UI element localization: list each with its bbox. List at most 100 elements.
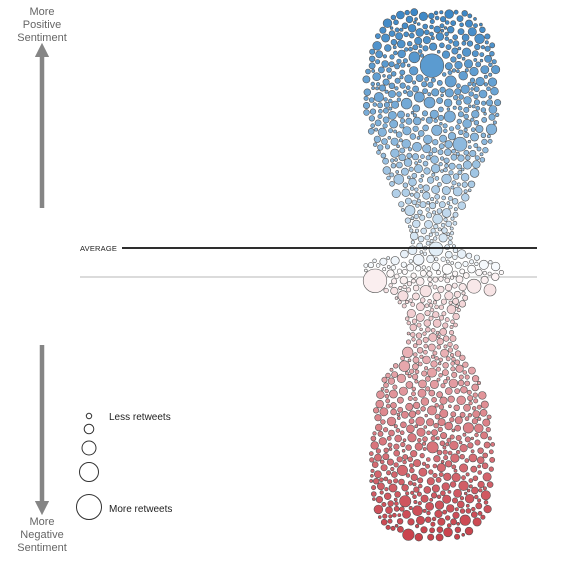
tweet-bubble <box>423 125 429 131</box>
tweet-bubble <box>385 145 390 150</box>
tweet-bubble <box>409 167 413 171</box>
tweet-bubble <box>424 344 428 348</box>
tweet-bubble <box>491 442 495 446</box>
tweet-bubble <box>414 165 422 173</box>
tweet-bubble <box>449 301 452 304</box>
tweet-bubble <box>440 87 446 93</box>
tweet-bubble <box>458 47 461 50</box>
tweet-bubble <box>394 498 397 501</box>
tweet-bubble <box>383 453 389 459</box>
tweet-bubble <box>423 185 430 192</box>
tweet-bubble <box>443 446 446 449</box>
tweet-bubble <box>449 39 453 43</box>
tweet-bubble <box>450 335 456 341</box>
tweet-bubble <box>468 28 476 36</box>
tweet-bubble <box>429 202 435 208</box>
tweet-bubble <box>378 431 383 436</box>
tweet-bubble <box>433 312 439 318</box>
tweet-bubble <box>421 527 428 534</box>
tweet-bubble <box>467 489 470 492</box>
tweet-bubble <box>415 162 418 165</box>
tweet-bubble <box>415 370 419 374</box>
tweet-bubble <box>442 209 451 218</box>
tweet-bubble <box>419 45 422 48</box>
tweet-bubble <box>424 168 431 175</box>
tweet-bubble <box>466 253 471 258</box>
tweet-bubble <box>413 483 416 486</box>
tweet-bubble <box>454 10 458 14</box>
tweet-bubble <box>466 473 469 476</box>
tweet-bubble <box>427 267 431 271</box>
tweet-bubble <box>445 388 452 395</box>
tweet-bubble <box>419 12 428 21</box>
tweet-bubble <box>471 487 478 494</box>
tweet-bubble <box>456 305 459 308</box>
tweet-bubble <box>476 62 481 67</box>
tweet-bubble <box>471 128 475 132</box>
tweet-bubble <box>431 355 434 358</box>
tweet-bubble <box>409 411 416 418</box>
tweet-bubble <box>430 498 433 501</box>
tweet-bubble <box>423 509 426 512</box>
tweet-bubble <box>402 449 405 452</box>
tweet-bubble <box>406 16 413 23</box>
tweet-bubble <box>481 401 488 408</box>
tweet-bubble <box>475 433 479 437</box>
tweet-bubble <box>402 139 411 148</box>
tweet-bubble <box>369 98 374 103</box>
tweet-bubble <box>466 504 469 507</box>
tweet-bubble <box>395 78 400 83</box>
tweet-bubble <box>460 269 465 274</box>
tweet-bubble <box>479 260 488 269</box>
tweet-bubble <box>419 468 427 476</box>
tweet-bubble <box>458 106 462 110</box>
tweet-bubble <box>423 24 428 29</box>
tweet-bubble <box>489 260 493 264</box>
tweet-bubble <box>460 515 471 526</box>
tweet-bubble <box>408 433 417 442</box>
tweet-bubble <box>395 297 398 300</box>
tweet-bubble <box>412 364 418 370</box>
tweet-bubble <box>418 130 424 136</box>
tweet-bubble <box>451 412 456 417</box>
tweet-bubble <box>381 519 387 525</box>
tweet-bubble <box>415 188 419 192</box>
tweet-bubble <box>442 186 450 194</box>
tweet-bubble <box>471 512 477 518</box>
tweet-bubble <box>461 85 470 94</box>
tweet-bubble <box>441 29 444 32</box>
tweet-bubble <box>465 155 470 160</box>
tweet-bubble <box>399 202 405 208</box>
tweet-bubble <box>431 493 437 499</box>
tweet-bubble <box>440 491 445 496</box>
tweet-bubble <box>397 98 401 102</box>
tweet-bubble <box>371 82 375 86</box>
tweet-bubble <box>464 132 469 137</box>
tweet-bubble <box>479 23 482 26</box>
tweet-bubble <box>452 181 456 185</box>
tweet-bubble <box>432 517 436 521</box>
tweet-bubble <box>480 53 484 57</box>
tweet-bubble <box>440 410 448 418</box>
tweet-bubble <box>443 362 449 368</box>
tweet-bubble <box>446 357 450 361</box>
tweet-bubble <box>383 108 388 113</box>
tweet-bubble <box>422 82 427 87</box>
tweet-bubble <box>440 397 447 404</box>
tweet-bubble <box>368 128 374 134</box>
tweet-bubble <box>406 86 410 90</box>
tweet-bubble <box>401 262 406 267</box>
tweet-bubble <box>453 255 458 260</box>
tweet-bubble <box>399 479 405 485</box>
tweet-bubble <box>363 76 370 83</box>
tweet-bubble <box>390 120 398 128</box>
tweet-bubble <box>474 399 478 403</box>
tweet-bubble <box>379 438 387 446</box>
tweet-bubble <box>443 274 446 277</box>
tweet-bubble <box>376 51 383 58</box>
tweet-bubble <box>407 176 410 179</box>
tweet-bubble <box>439 234 447 242</box>
tweet-bubble <box>470 78 475 83</box>
tweet-bubble <box>419 380 427 388</box>
tweet-bubble <box>389 448 392 451</box>
